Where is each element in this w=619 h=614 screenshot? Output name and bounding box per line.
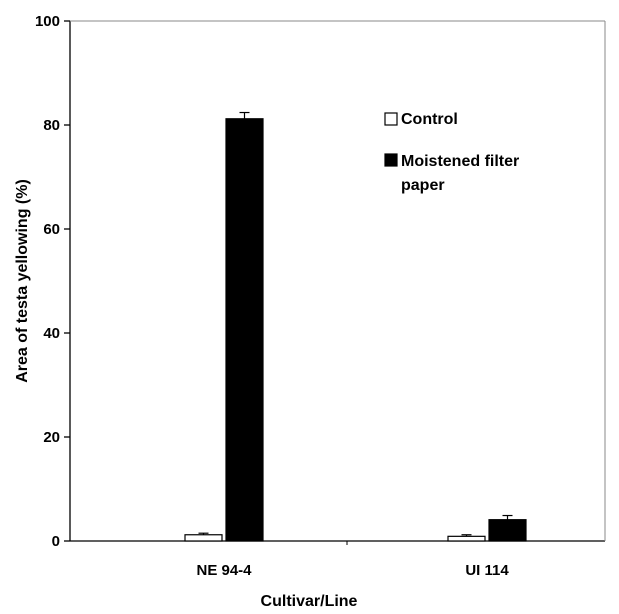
bar-control-ne-94-4: [184, 534, 223, 542]
legend-label-moistened-line2: paper: [401, 177, 445, 194]
legend-label-control: Control: [401, 111, 458, 128]
x-axis-ticks: NE 94-4 UI 114: [196, 541, 509, 579]
y-tick-label: 80: [43, 117, 60, 134]
y-tick-label: 40: [43, 325, 60, 342]
bar-moistened-ne-94-4: [225, 118, 264, 542]
bar-series: [184, 118, 527, 542]
error-bars: [198, 111, 513, 537]
y-tick-label: 20: [43, 429, 60, 446]
x-tick-label: UI 114: [465, 562, 509, 579]
y-tick-label: 100: [35, 13, 60, 30]
y-axis-title: Area of testa yellowing (%): [14, 179, 31, 383]
legend-label-moistened-line1: Moistened filter: [401, 153, 519, 170]
x-axis-title: Cultivar/Line: [261, 593, 358, 610]
bar-moistened-ui-114: [488, 519, 527, 542]
legend-swatch-control: [384, 112, 398, 126]
y-axis-ticks: 0 20 40 60 80 100: [35, 13, 70, 550]
bar-control-ui-114: [447, 535, 486, 542]
y-tick-label: 60: [43, 221, 60, 238]
x-tick-label: NE 94-4: [196, 562, 252, 579]
plot-frame: [69, 20, 606, 542]
legend: Control Moistened filter paper: [384, 111, 519, 194]
y-tick-label: 0: [52, 533, 60, 550]
legend-swatch-moistened: [384, 153, 398, 167]
